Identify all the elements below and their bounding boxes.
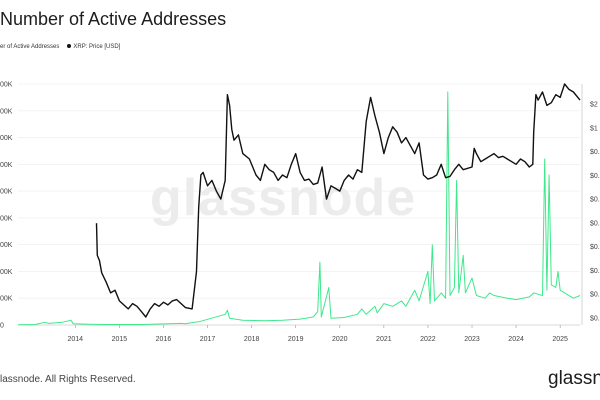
y-right-tick-label: $0. bbox=[590, 316, 600, 323]
glassnode-logo: glassn bbox=[548, 368, 600, 389]
series-xrp-price-line bbox=[95, 83, 581, 318]
x-tick-label: 2018 bbox=[244, 336, 260, 343]
legend-price-dot bbox=[67, 44, 72, 49]
x-tick-label: 2017 bbox=[200, 336, 216, 343]
x-tick-label: 2016 bbox=[156, 336, 172, 343]
y-right-tick-label: $0. bbox=[590, 268, 600, 275]
y-left-tick-label: 00K bbox=[0, 108, 13, 115]
x-tick-label: 2019 bbox=[288, 336, 304, 343]
y-right-tick-label: $0. bbox=[590, 197, 600, 204]
y-right-tick-label: $2 bbox=[590, 102, 598, 109]
y-left-tick-label: 00K bbox=[0, 82, 13, 89]
x-tick-label: 2024 bbox=[508, 336, 524, 343]
y-left-tick-label: 00K bbox=[0, 162, 13, 169]
y-right-tick-label: $0. bbox=[590, 292, 600, 299]
x-tick-label: 2014 bbox=[68, 336, 84, 343]
x-tick-label: 2022 bbox=[420, 336, 436, 343]
legend-price: XRP: Price [USD] bbox=[67, 44, 120, 50]
legend-price-label: XRP: Price [USD] bbox=[73, 44, 121, 50]
y-left-tick-label: 00K bbox=[0, 215, 13, 222]
y-right-tick-label: $0. bbox=[590, 220, 600, 227]
series-active-addresses-line bbox=[17, 91, 581, 326]
y-left-tick-label: 00K bbox=[0, 189, 13, 196]
legend-active-addresses: er of Active Addresses bbox=[0, 44, 60, 50]
watermark: glassnode bbox=[150, 169, 417, 227]
x-tick-label: 2020 bbox=[332, 336, 348, 343]
legend: er of Active Addresses XRP: Price [USD] bbox=[0, 44, 120, 50]
x-tick-label: 2023 bbox=[464, 336, 480, 343]
y-right-tick-label: $1 bbox=[590, 125, 598, 132]
y-right-tick-label: $0. bbox=[590, 149, 600, 156]
y-left-tick-label: 00K bbox=[0, 135, 13, 142]
y-left-tick-label: 0 bbox=[0, 323, 4, 330]
x-tick-label: 2021 bbox=[376, 336, 392, 343]
y-left-tick-label: 00K bbox=[0, 242, 13, 249]
y-left-tick-label: 00K bbox=[0, 269, 13, 276]
y-right-tick-label: $0. bbox=[590, 244, 600, 251]
chart-title: Number of Active Addresses bbox=[0, 9, 227, 29]
copyright-footer: lassnode. All Rights Reserved. bbox=[0, 374, 136, 385]
x-tick-label: 2025 bbox=[552, 336, 568, 343]
y-left-tick-label: 00K bbox=[0, 296, 13, 303]
y-right-tick-label: $0. bbox=[590, 173, 600, 180]
x-tick-label: 2015 bbox=[112, 336, 128, 343]
